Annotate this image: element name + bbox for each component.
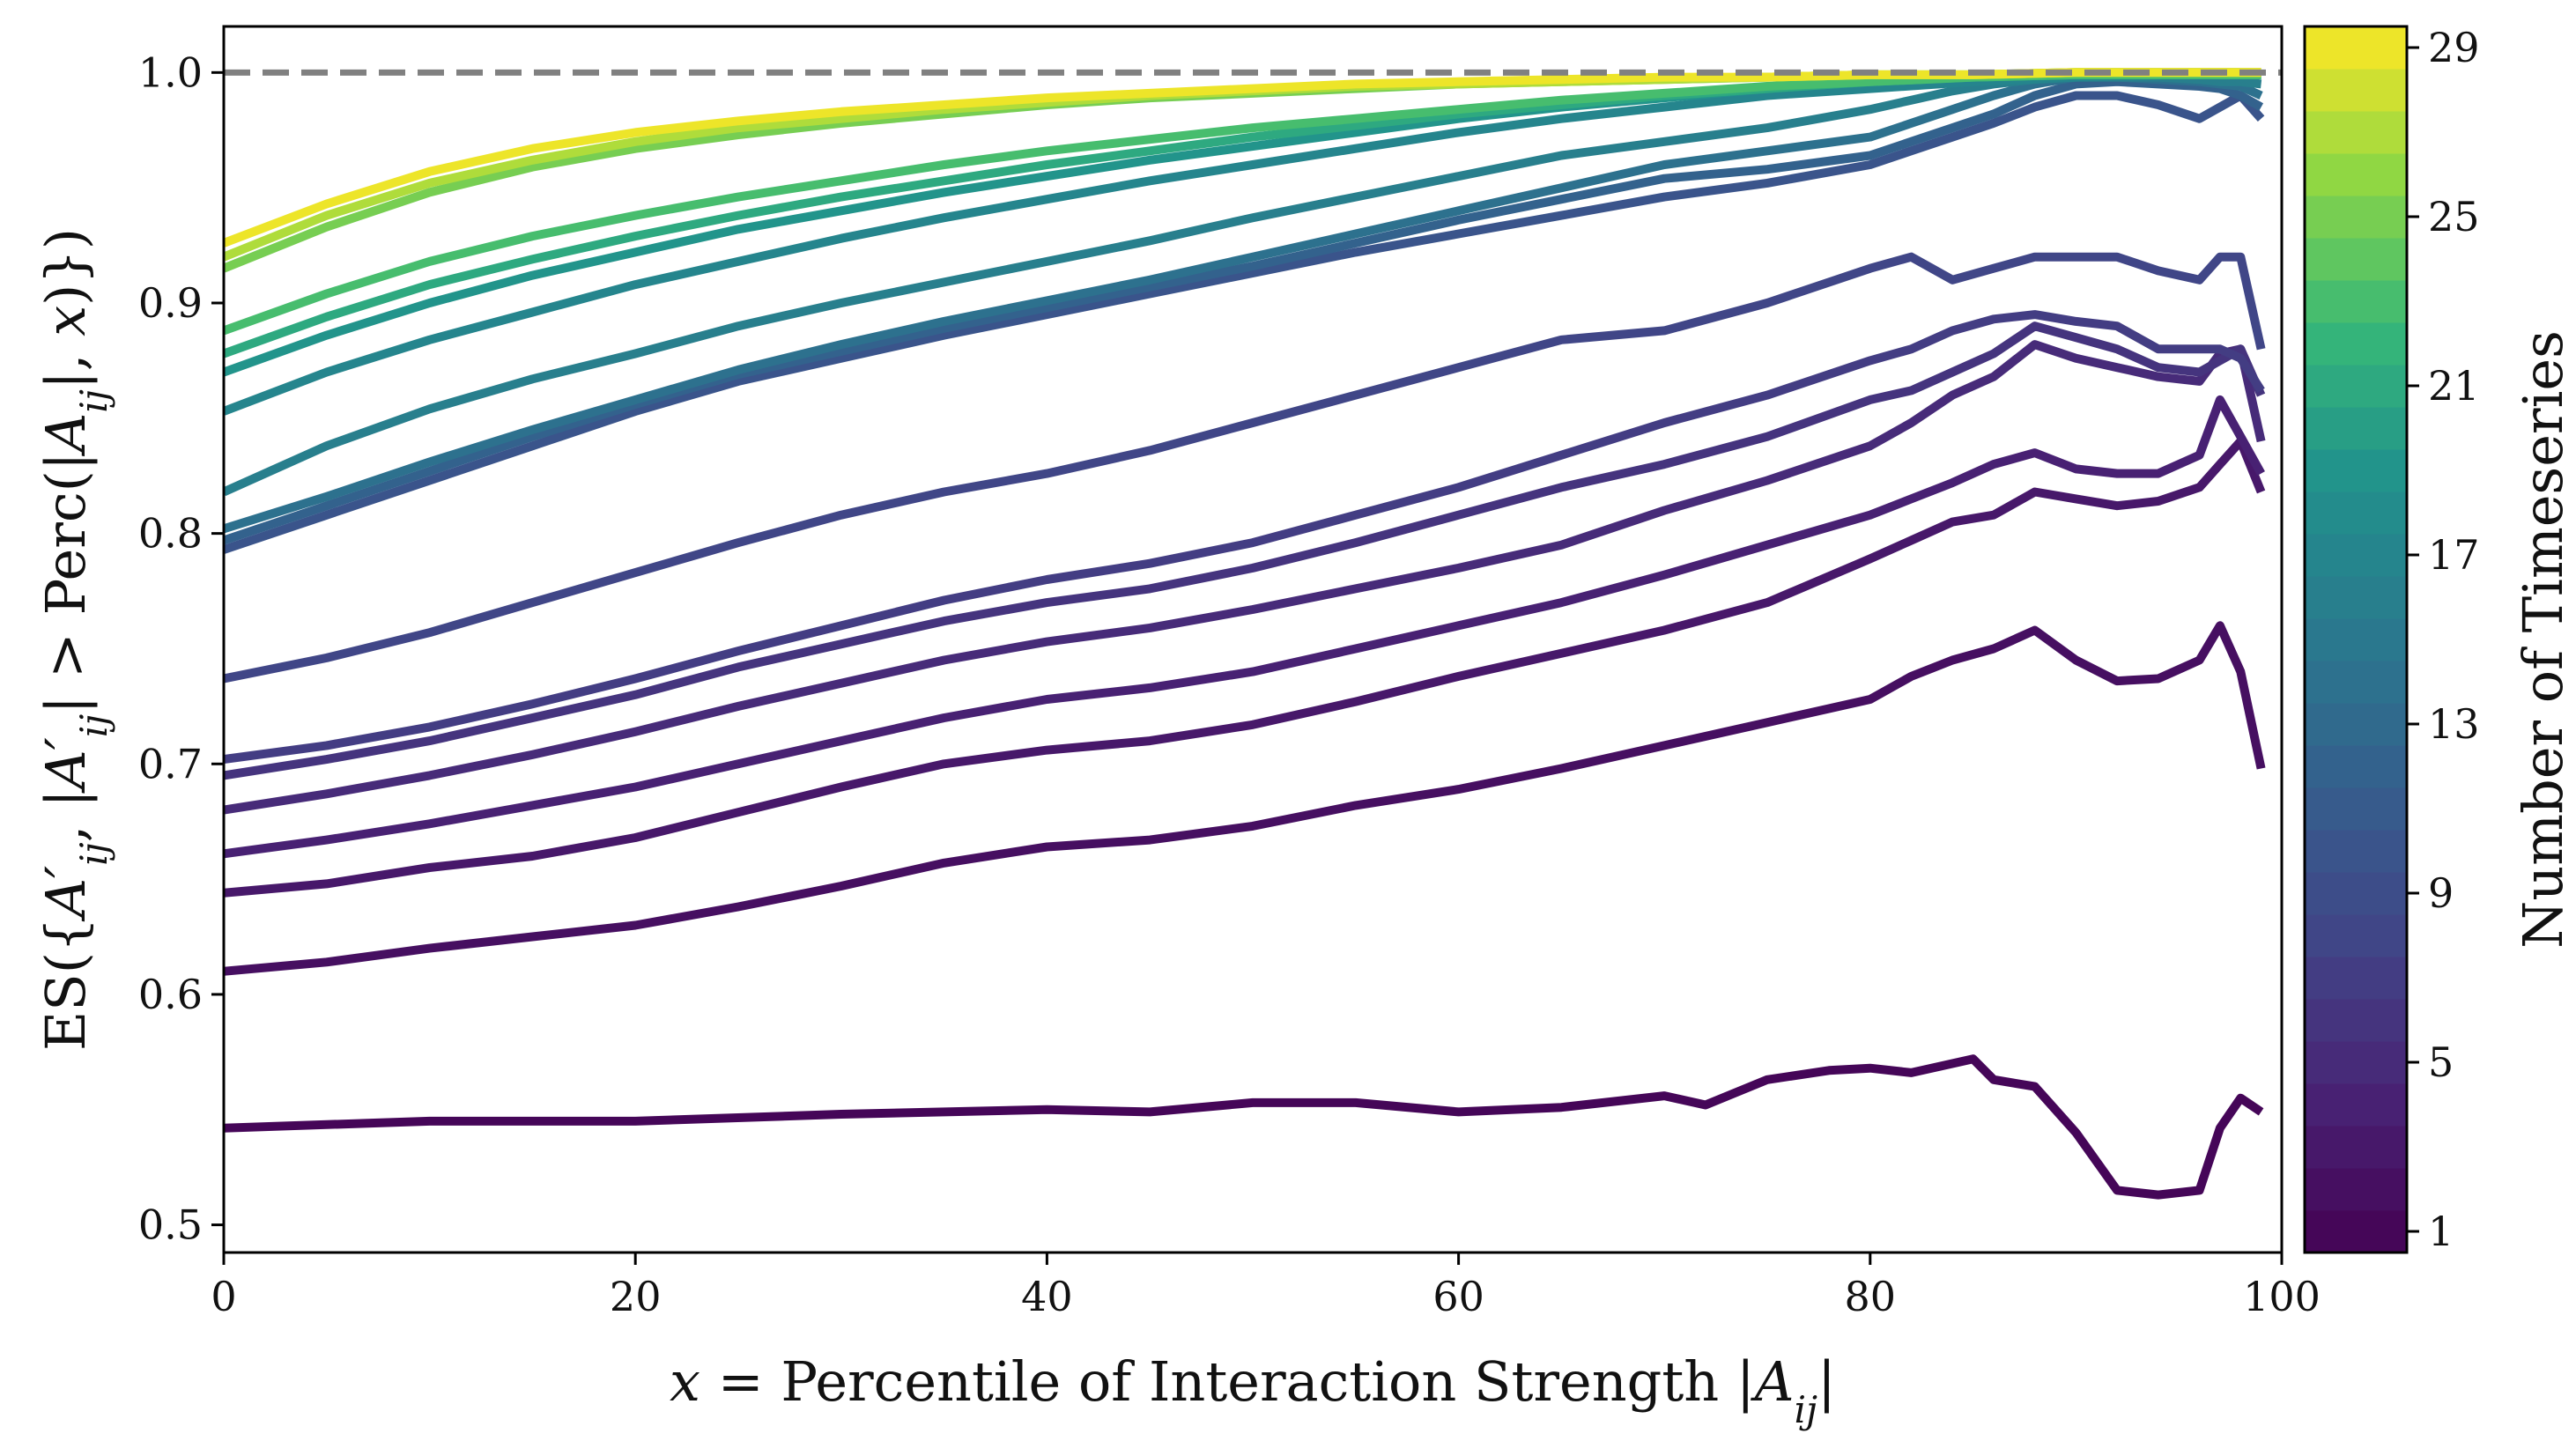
series-line-n3 [224,437,2266,898]
colorbar-band [2305,829,2407,873]
colorbar-tick-label: 13 [2428,700,2480,748]
colorbar-band [2305,660,2407,704]
colorbar-band [2305,956,2407,1000]
colorbar-tick-label: 1 [2428,1208,2454,1255]
colorbar-tick-label: 17 [2428,531,2480,579]
series-line-n23 [224,70,2261,336]
colorbar-band [2305,744,2407,788]
y-axis-label: ES({A′ij, |A′ij| > Perc(|Aij|, x)}) [33,228,115,1051]
series-line-n1 [224,1054,2264,1200]
colorbar-band [2305,871,2407,915]
colorbar-band [2305,1083,2407,1127]
series-lines [224,68,2266,1200]
series-line-n2 [224,621,2266,976]
colorbar-tick-label: 29 [2428,24,2480,71]
plot-frame [222,25,2284,1254]
colorbar [2303,25,2409,1254]
colorbar-band [2305,1125,2407,1169]
colorbar-band [2305,195,2407,239]
colorbar-band [2305,1040,2407,1084]
y-tick-label: 0.7 [138,740,203,787]
colorbar-tick-label: 9 [2428,869,2454,917]
x-tick-label: 40 [1021,1273,1073,1320]
colorbar-band [2305,998,2407,1042]
colorbar-tick-label: 21 [2428,362,2480,410]
colorbar-ticks: 1 5 9 13 17 21 25 29 [2407,24,2480,1255]
colorbar-tick-label: 5 [2428,1038,2454,1086]
y-axis-ticks: 0.5 0.6 0.7 0.8 0.9 1.0 [138,48,224,1249]
colorbar-band [2305,237,2407,281]
colorbar-tick-label: 25 [2428,193,2480,240]
colorbar-band [2305,321,2407,366]
colorbar-band [2305,68,2407,112]
x-axis-label: x = Percentile of Interaction Strength |… [670,1349,1836,1431]
colorbar-band [2305,279,2407,323]
y-tick-label: 0.5 [138,1201,203,1249]
series-line-n6 [224,321,2266,780]
colorbar-band [2305,110,2407,154]
series-line-n5 [224,340,2266,815]
colorbar-band [2305,26,2407,70]
colorbar-band [2305,1167,2407,1211]
colorbar-band [2305,787,2407,831]
colorbar-frame [2303,25,2409,1254]
colorbar-band [2305,491,2407,535]
series-line-n7 [224,310,2265,765]
x-tick-label: 0 [211,1273,236,1320]
colorbar-band [2305,448,2407,492]
colorbar-band [2305,702,2407,746]
colorbar-band [2305,913,2407,957]
x-tick-label: 80 [1845,1273,1897,1320]
series-line-n4 [224,395,2265,859]
x-axis-ticks: 0 20 40 60 80 100 [211,1253,2321,1320]
colorbar-band [2305,1209,2407,1253]
x-tick-label: 20 [610,1273,662,1320]
colorbar-band [2305,575,2407,619]
x-tick-label: 60 [1432,1273,1484,1320]
y-tick-label: 0.9 [138,279,203,327]
series-line-n8 [224,252,2266,684]
y-tick-label: 0.6 [138,971,203,1018]
colorbar-band [2305,533,2407,577]
colorbar-band [2305,406,2407,450]
series-line-n10 [224,91,2265,554]
y-tick-label: 1.0 [138,48,203,96]
colorbar-band [2305,617,2407,661]
colorbar-band [2305,364,2407,408]
series-line-n17 [224,70,2261,416]
colorbar-label: Number of Timeseries [2511,330,2575,949]
y-tick-label: 0.8 [138,510,203,558]
x-tick-label: 100 [2243,1273,2321,1320]
colorbar-band [2305,152,2407,196]
